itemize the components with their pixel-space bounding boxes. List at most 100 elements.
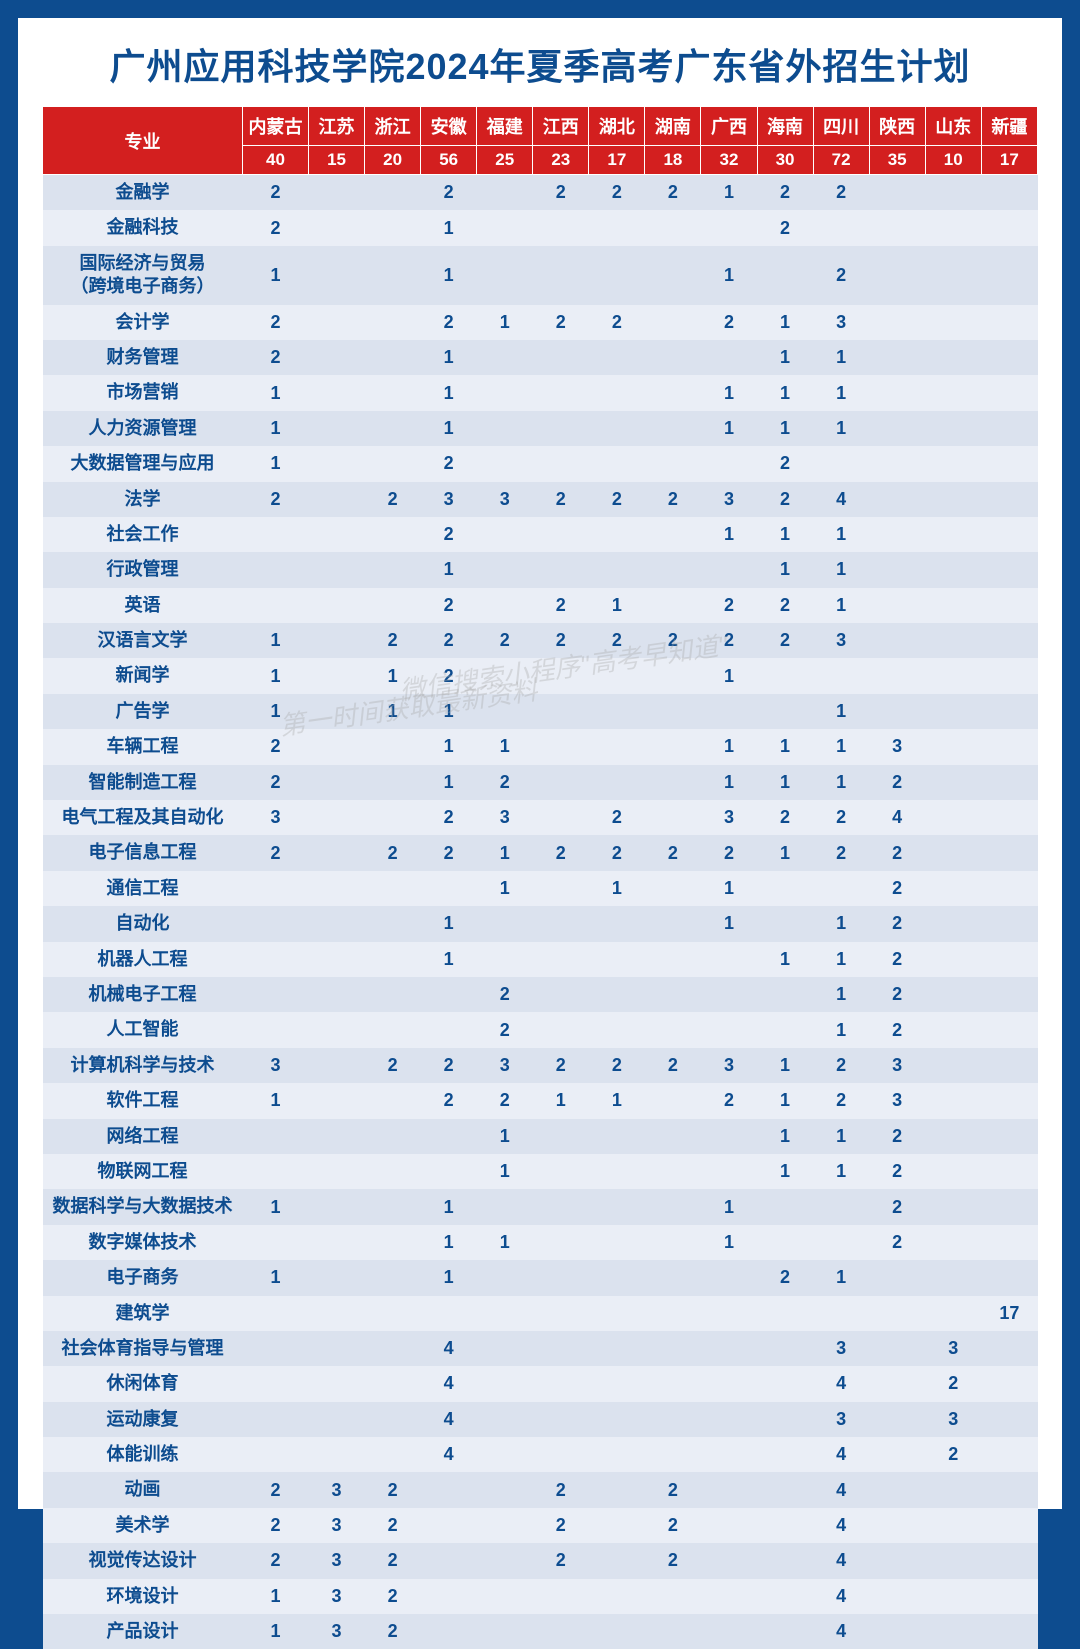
cell-value [645, 694, 701, 729]
cell-value [365, 1154, 421, 1189]
cell-value [309, 658, 365, 693]
cell-value: 2 [533, 1472, 589, 1507]
cell-value [813, 1296, 869, 1331]
cell-value: 3 [869, 1048, 925, 1083]
cell-value [589, 942, 645, 977]
cell-value: 1 [813, 517, 869, 552]
major-name: 网络工程 [43, 1119, 243, 1154]
cell-value: 1 [421, 375, 477, 410]
cell-value [869, 411, 925, 446]
cell-value [645, 246, 701, 305]
cell-value [421, 871, 477, 906]
cell-value [701, 1543, 757, 1578]
cell-value [813, 446, 869, 481]
cell-value [477, 1402, 533, 1437]
cell-value [309, 517, 365, 552]
cell-value [645, 1437, 701, 1472]
cell-value: 2 [477, 623, 533, 658]
cell-value: 2 [589, 1048, 645, 1083]
cell-value: 2 [757, 482, 813, 517]
cell-value [925, 1083, 981, 1118]
cell-value [477, 694, 533, 729]
cell-value [701, 340, 757, 375]
cell-value: 2 [813, 1048, 869, 1083]
cell-value [365, 1119, 421, 1154]
cell-value: 2 [757, 210, 813, 245]
cell-value: 2 [365, 482, 421, 517]
table-row: 英语221221 [43, 588, 1038, 623]
cell-value [309, 1189, 365, 1224]
cell-value: 1 [757, 411, 813, 446]
cell-value [925, 1296, 981, 1331]
major-name: 人力资源管理 [43, 411, 243, 446]
cell-value: 3 [477, 482, 533, 517]
cell-value [309, 1296, 365, 1331]
cell-value: 1 [701, 246, 757, 305]
cell-value [309, 942, 365, 977]
table-row: 汉语言文学1222222223 [43, 623, 1038, 658]
cell-value: 3 [925, 1331, 981, 1366]
cell-value: 4 [421, 1366, 477, 1401]
major-name: 大数据管理与应用 [43, 446, 243, 481]
cell-value: 2 [421, 1083, 477, 1118]
cell-value: 3 [869, 1083, 925, 1118]
cell-value [645, 1225, 701, 1260]
cell-value [869, 1402, 925, 1437]
cell-value [925, 1189, 981, 1224]
cell-value [589, 1331, 645, 1366]
cell-value [925, 1260, 981, 1295]
major-name: 环境设计 [43, 1579, 243, 1614]
cell-value [981, 1579, 1037, 1614]
cell-value [981, 1614, 1037, 1649]
cell-value [365, 588, 421, 623]
cell-value: 1 [421, 942, 477, 977]
cell-value: 2 [365, 1614, 421, 1649]
cell-value: 3 [243, 1048, 309, 1083]
cell-value [645, 340, 701, 375]
cell-value: 3 [813, 1402, 869, 1437]
cell-value: 2 [757, 175, 813, 211]
cell-value: 1 [421, 1260, 477, 1295]
cell-value [421, 1472, 477, 1507]
cell-value: 2 [365, 1472, 421, 1507]
cell-value [365, 977, 421, 1012]
cell-value [243, 1154, 309, 1189]
cell-value: 4 [813, 1543, 869, 1578]
cell-value: 4 [421, 1331, 477, 1366]
cell-value [243, 906, 309, 941]
cell-value [925, 446, 981, 481]
province-header: 陕西 [869, 107, 925, 146]
table-row: 数据科学与大数据技术1112 [43, 1189, 1038, 1224]
cell-value [477, 446, 533, 481]
cell-value [869, 588, 925, 623]
province-header: 海南 [757, 107, 813, 146]
cell-value [981, 658, 1037, 693]
cell-value [981, 1472, 1037, 1507]
cell-value [421, 1296, 477, 1331]
cell-value [533, 1366, 589, 1401]
cell-value: 1 [421, 694, 477, 729]
cell-value [421, 1543, 477, 1578]
cell-value: 1 [701, 175, 757, 211]
cell-value [645, 1119, 701, 1154]
major-name: 自动化 [43, 906, 243, 941]
cell-value [925, 246, 981, 305]
cell-value: 2 [701, 623, 757, 658]
cell-value [309, 1083, 365, 1118]
cell-value: 2 [533, 623, 589, 658]
cell-value [925, 658, 981, 693]
cell-value [243, 1366, 309, 1401]
cell-value [757, 1543, 813, 1578]
cell-value [533, 942, 589, 977]
cell-value: 1 [757, 340, 813, 375]
cell-value: 1 [757, 1119, 813, 1154]
cell-value: 1 [243, 1614, 309, 1649]
cell-value [533, 694, 589, 729]
cell-value: 1 [477, 1154, 533, 1189]
cell-value [309, 694, 365, 729]
cell-value [365, 1366, 421, 1401]
cell-value [981, 1331, 1037, 1366]
cell-value: 1 [813, 1012, 869, 1047]
cell-value [589, 517, 645, 552]
province-header: 江苏 [309, 107, 365, 146]
